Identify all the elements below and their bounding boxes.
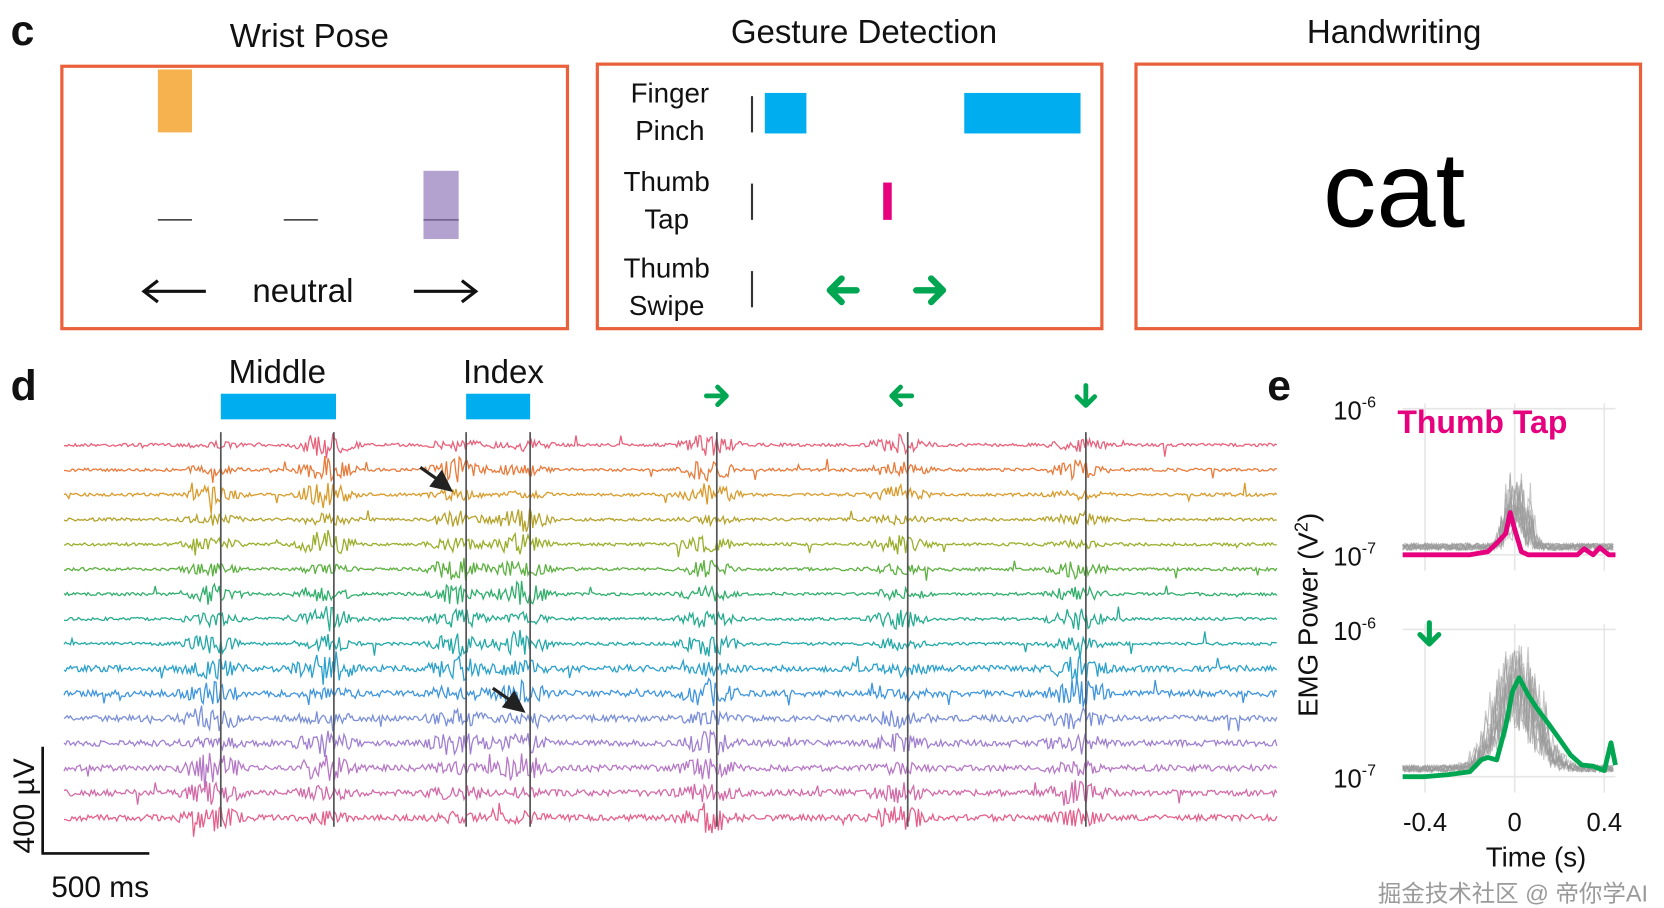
emg-channel-trace — [63, 705, 1278, 732]
emg-traces — [63, 432, 1278, 837]
mean-trace — [1402, 510, 1616, 558]
wrist-pose-up-bar — [157, 69, 192, 133]
scale-bar — [41, 746, 150, 855]
row-label: Thumb — [624, 166, 710, 197]
emg-channel-trace — [63, 432, 1278, 459]
emg-channel-trace — [63, 752, 1278, 793]
emg-channel-trace — [63, 580, 1278, 605]
right-arrow-icon — [413, 279, 479, 304]
panel-label-c: c — [11, 7, 35, 55]
left-arrow-shape — [889, 384, 915, 408]
swipe-down-arrow-icon — [1417, 620, 1442, 647]
arrow-annotation-icon — [491, 686, 526, 713]
emg-channel-trace — [63, 779, 1278, 806]
y-tick-label: 10-7 — [1333, 541, 1376, 572]
y-tick-label: 10-6 — [1333, 395, 1376, 426]
emg-channel-trace — [63, 629, 1277, 659]
emg-channel-trace — [63, 728, 1278, 758]
x-tick-label: -0.4 — [1403, 809, 1447, 837]
y-axis-label: EMG Power (V2) — [1292, 513, 1324, 717]
row-label: Tap — [644, 203, 689, 234]
down-arrow-shape — [1074, 383, 1098, 408]
trial-trace — [1402, 668, 1614, 773]
swipe-left-arrow-icon — [889, 384, 915, 408]
middle-label: Middle — [229, 354, 326, 391]
emg-channel-trace — [63, 482, 1278, 514]
finger-pinch-bar-middle — [220, 393, 336, 420]
arrow-annotation-icon — [419, 466, 454, 493]
scale-bar-time: 500 ms — [51, 871, 149, 904]
row-label: Swipe — [629, 290, 705, 321]
wrist-pose-title: Wrist Pose — [230, 18, 389, 55]
emg-channel-trace — [63, 557, 1278, 581]
thumb-tap-bar — [883, 182, 892, 220]
emg-channel-trace — [63, 529, 1277, 558]
emg-channel-trace — [63, 802, 1278, 837]
mean-trace — [1402, 675, 1618, 780]
x-tick-label: 0.4 — [1586, 809, 1622, 837]
x-tick-label: 0 — [1508, 809, 1522, 837]
emg-channel-trace — [63, 508, 1277, 533]
swipe-right-arrow-icon — [704, 384, 729, 408]
gesture-detection-title: Gesture Detection — [731, 14, 997, 51]
panel-label-d: d — [11, 362, 37, 410]
emg-power-plots: -0.4 0 0.4 10-6 10-7 10-6 10-7 — [1333, 395, 1622, 837]
x-axis-label: Time (s) — [1486, 841, 1587, 872]
handwriting-output: cat — [1323, 129, 1465, 249]
finger-pinch-bar — [964, 92, 1081, 134]
index-label: Index — [463, 354, 544, 391]
y-tick-label: 10-7 — [1333, 763, 1376, 794]
gesture-detection-box — [595, 62, 1104, 331]
row-label: Finger — [631, 78, 710, 109]
handwriting-title: Handwriting — [1307, 14, 1482, 51]
down-arrow-shape — [1417, 620, 1442, 647]
swipe-left-arrow-icon — [826, 275, 860, 306]
right-arrow-shape — [913, 275, 947, 306]
handwriting-box — [1134, 62, 1643, 331]
row-label: Pinch — [635, 115, 704, 146]
finger-pinch-bar — [764, 92, 807, 134]
swipe-right-arrow-icon — [913, 275, 947, 306]
row-label: Thumb — [624, 252, 710, 283]
thumb-tap-title: Thumb Tap — [1397, 404, 1567, 440]
swipe-down-arrow-icon — [1074, 383, 1098, 408]
emg-channel-trace — [63, 455, 1277, 483]
wrist-pose-box — [60, 64, 570, 331]
right-arrow-shape — [704, 384, 729, 408]
left-arrow-icon — [141, 279, 206, 304]
neutral-label: neutral — [252, 273, 353, 310]
y-tick-label: 10-6 — [1333, 615, 1376, 646]
finger-pinch-bar-index — [466, 393, 531, 420]
scale-bar-voltage: 400 µV — [8, 758, 41, 853]
emg-channel-trace — [63, 651, 1278, 685]
watermark: 掘金技术社区 @ 帝你学AI — [1378, 880, 1648, 906]
trial-trace — [1402, 662, 1614, 773]
emg-channel-trace — [63, 677, 1278, 707]
wrist-pose-right-bar — [423, 170, 459, 240]
emg-channel-trace — [63, 606, 1278, 632]
panel-label-e: e — [1267, 362, 1291, 410]
left-arrow-shape — [826, 275, 860, 306]
